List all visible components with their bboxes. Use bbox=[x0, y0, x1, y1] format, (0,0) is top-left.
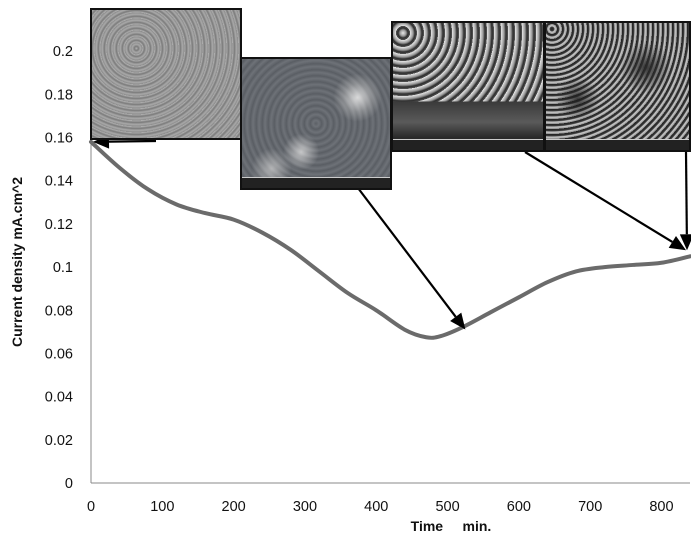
inset-sem-start bbox=[90, 8, 242, 140]
inset-scale-bar bbox=[242, 177, 390, 188]
inset-sem-early bbox=[240, 57, 392, 190]
x-tick-label: 200 bbox=[222, 499, 246, 515]
y-tick-label: 0.18 bbox=[45, 87, 73, 103]
x-tick-label: 0 bbox=[87, 499, 95, 515]
series-line bbox=[89, 139, 691, 340]
x-tick-label: 800 bbox=[649, 499, 673, 515]
y-tick-label: 0.14 bbox=[45, 174, 73, 190]
y-tick-label: 0.02 bbox=[45, 433, 73, 449]
arrow-layer bbox=[93, 134, 691, 330]
inset-scale-bar bbox=[393, 139, 543, 150]
axes: 0 100 200 300 400 500 600 700 800 0 0.02 0.04 0.06 0.… bbox=[45, 8, 690, 515]
x-tick-label: 500 bbox=[435, 499, 459, 515]
arrow-end-from-top bbox=[679, 151, 691, 251]
y-tick-label: 0 bbox=[65, 476, 73, 492]
x-tick-label: 100 bbox=[150, 499, 174, 515]
inset-sem-minimum bbox=[391, 21, 545, 152]
arrow-minimum bbox=[357, 187, 466, 330]
arrow-end-from-left bbox=[524, 151, 686, 251]
y-tick-label: 0.16 bbox=[45, 131, 73, 147]
y-tick-label: 0.12 bbox=[45, 217, 73, 233]
y-tick-label: 0.1 bbox=[53, 260, 73, 276]
y-tick-label: 0.08 bbox=[45, 303, 73, 319]
y-tick-label: 0.04 bbox=[45, 390, 73, 406]
y-axis-label: Current density mA.cm^2 bbox=[9, 177, 25, 347]
series-layer bbox=[89, 139, 691, 340]
x-tick-label: 600 bbox=[507, 499, 531, 515]
y-tick-label: 0.06 bbox=[45, 346, 73, 362]
inset-scale-bar bbox=[546, 139, 689, 150]
x-tick-label: 700 bbox=[578, 499, 602, 515]
x-tick-label: 300 bbox=[293, 499, 317, 515]
inset-sem-end bbox=[544, 21, 691, 152]
x-axis-label: Time min. bbox=[411, 518, 492, 534]
x-tick-label: 400 bbox=[364, 499, 388, 515]
y-tick-label: 0.2 bbox=[53, 44, 73, 60]
